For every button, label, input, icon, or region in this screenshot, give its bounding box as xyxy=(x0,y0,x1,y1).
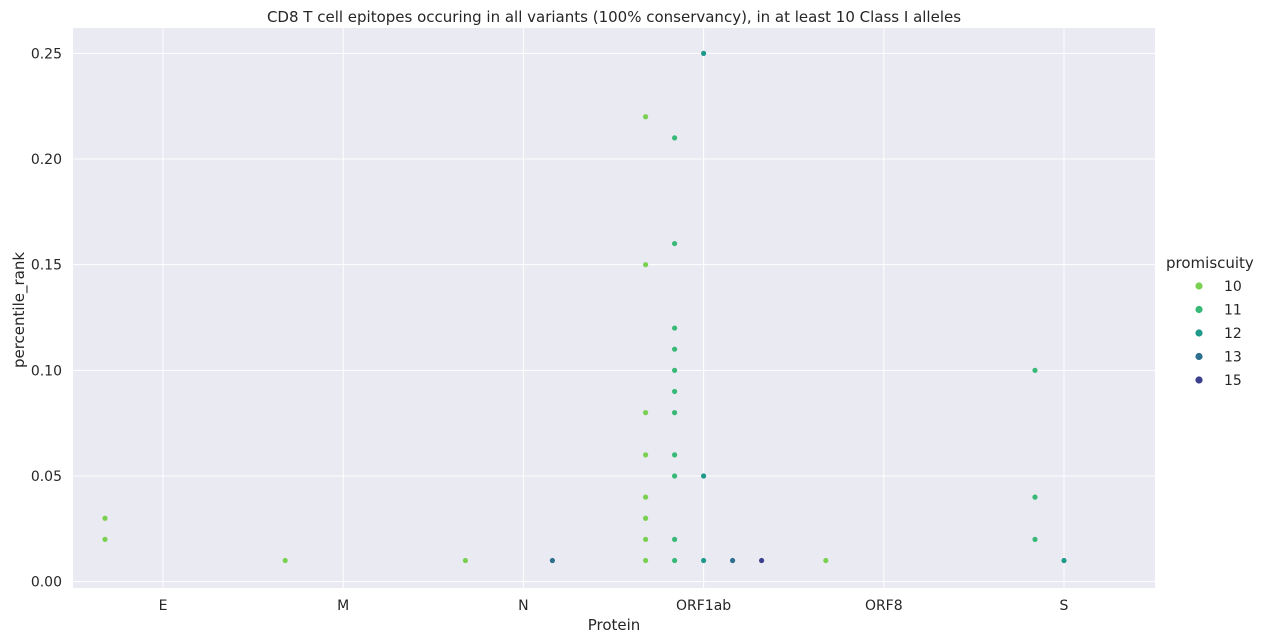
legend-label: 10 xyxy=(1224,279,1242,295)
data-point xyxy=(643,557,649,564)
data-point xyxy=(672,473,678,479)
legend-marker xyxy=(1195,305,1203,314)
legend-label: 13 xyxy=(1224,350,1242,366)
x-tick-label: S xyxy=(1060,598,1069,614)
x-tick-label: N xyxy=(518,598,528,614)
data-point xyxy=(1032,536,1038,542)
y-axis-label: percentile_rank xyxy=(10,252,29,368)
data-point xyxy=(462,557,468,564)
data-point xyxy=(672,536,678,542)
data-point xyxy=(643,452,649,458)
data-point xyxy=(701,473,707,479)
x-tick-label: ORF1ab xyxy=(676,598,731,614)
data-point xyxy=(102,515,108,521)
y-tick-label: 0.00 xyxy=(31,575,62,591)
data-points xyxy=(102,50,1067,564)
data-point xyxy=(643,262,649,268)
data-point xyxy=(643,494,649,500)
chart-title: CD8 T cell epitopes occuring in all vari… xyxy=(267,8,961,26)
data-point xyxy=(549,557,556,564)
legend-label: 12 xyxy=(1224,326,1242,342)
data-point xyxy=(672,557,678,564)
data-point xyxy=(672,346,678,352)
y-tick-label: 0.15 xyxy=(31,258,62,274)
data-point xyxy=(672,240,678,247)
x-tick-label: M xyxy=(337,598,349,614)
data-point xyxy=(643,515,649,521)
plot-background xyxy=(73,28,1155,588)
data-point xyxy=(282,557,288,564)
data-point xyxy=(672,410,678,416)
grid xyxy=(73,28,1155,588)
y-tick-labels: 0.00 0.05 0.10 0.15 0.20 0.25 xyxy=(31,46,62,590)
data-point xyxy=(1032,367,1038,373)
data-point xyxy=(643,410,649,416)
data-point xyxy=(643,536,649,542)
x-tick-labels: E M N ORF1ab ORF8 S xyxy=(159,598,1069,614)
data-point xyxy=(672,388,678,395)
data-point xyxy=(701,557,707,564)
x-tick-label: E xyxy=(159,598,168,614)
legend-label: 15 xyxy=(1224,373,1242,389)
data-point xyxy=(759,557,765,564)
data-point xyxy=(643,114,649,120)
data-point xyxy=(672,452,678,458)
legend-marker xyxy=(1195,282,1203,290)
y-tick-label: 0.25 xyxy=(31,46,62,62)
y-tick-label: 0.10 xyxy=(31,363,62,379)
y-tick-label: 0.20 xyxy=(31,152,62,168)
data-point xyxy=(672,135,678,141)
data-point xyxy=(672,325,678,331)
legend-marker xyxy=(1195,329,1203,337)
data-point xyxy=(102,536,108,542)
x-tick-label: ORF8 xyxy=(865,598,903,614)
data-point xyxy=(730,557,736,564)
legend-label: 11 xyxy=(1224,303,1242,319)
data-point xyxy=(1061,557,1067,564)
legend-marker xyxy=(1195,376,1203,384)
data-point xyxy=(701,50,707,56)
legend-title: promiscuity xyxy=(1166,254,1254,272)
data-point xyxy=(823,557,829,564)
data-point xyxy=(1032,494,1038,500)
legend-marker xyxy=(1195,352,1203,361)
data-point xyxy=(672,367,678,373)
legend: promiscuity 10 11 12 13 15 xyxy=(1166,254,1254,389)
x-axis-label: Protein xyxy=(588,616,641,633)
y-tick-label: 0.05 xyxy=(31,469,62,485)
